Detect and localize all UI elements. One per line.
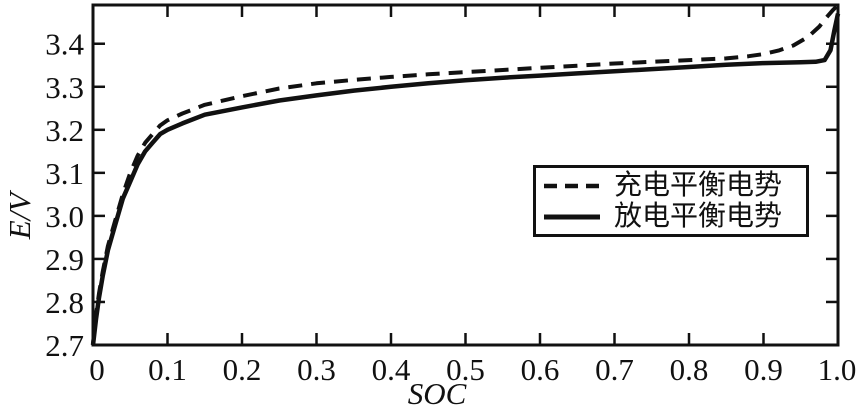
legend-item-discharge: 放电平衡电势 [542,201,800,232]
legend-item-charge: 充电平衡电势 [542,170,800,201]
x-tick-label: 1.0 [818,352,857,387]
x-tick-label: 0.2 [223,352,262,387]
y-tick-label: 3.0 [45,199,84,234]
x-tick-label: 0 [89,352,105,387]
x-tick-label: 0.8 [670,352,709,387]
y-tick-label: 2.9 [45,242,84,277]
y-tick-label: 3.2 [45,113,84,148]
y-axis-label: E/V [2,192,37,240]
legend-label-discharge: 放电平衡电势 [614,200,783,232]
x-axis-label: SOC [407,376,467,411]
x-tick-label: 0.9 [744,352,783,387]
y-tick-label: 3.3 [45,70,84,105]
plot-border [91,3,840,347]
y-tick-label: 2.8 [45,285,84,320]
x-tick-label: 0.1 [148,352,187,387]
x-tick-label: 0.3 [297,352,336,387]
legend-label-charge: 充电平衡电势 [614,169,783,201]
curve-charge [91,3,840,346]
y-tick-label: 3.4 [45,27,84,62]
x-tick-label: 0.5 [446,352,485,387]
curve-discharge [90,13,841,346]
x-tick-label: 0.7 [595,352,634,387]
y-tick-label: 3.1 [45,156,84,191]
legend-box: 充电平衡电势 放电平衡电势 [533,165,809,237]
x-tick-label: 0.4 [372,352,411,387]
x-tick-label: 0.6 [521,352,560,387]
dashed-line-sample [544,183,600,188]
y-tick-label: 2.7 [45,328,84,363]
solid-line-sample [544,214,600,219]
